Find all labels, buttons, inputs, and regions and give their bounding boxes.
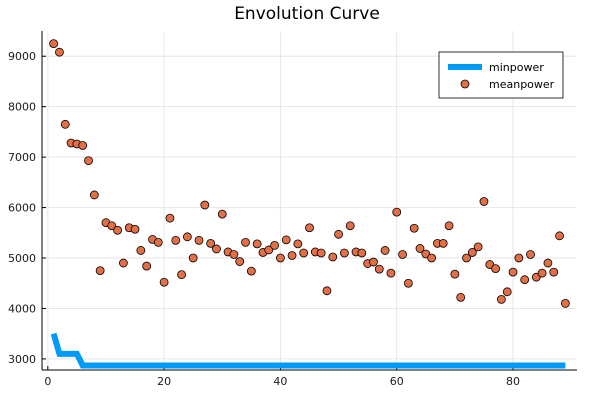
point-meanpower [252,239,262,249]
point-meanpower [78,141,88,150]
legend-label-meanpower: meanpower [489,78,555,91]
point-meanpower [130,224,140,234]
point-meanpower [491,264,500,274]
point-meanpower [270,240,280,250]
point-meanpower [49,39,59,49]
point-meanpower [276,253,285,263]
point-meanpower [153,237,163,247]
point-meanpower [415,244,425,253]
point-meanpower [188,253,198,263]
point-meanpower [119,258,128,268]
point-meanpower [316,248,326,258]
point-meanpower [142,261,152,271]
point-meanpower [450,269,460,279]
point-meanpower [136,246,146,255]
point-meanpower [374,264,384,274]
point-meanpower [281,235,291,245]
point-meanpower [200,200,210,210]
y-tick-label: 8000 [8,101,36,114]
point-meanpower [206,238,216,248]
x-tick-label: 60 [390,375,404,388]
point-meanpower [526,250,535,259]
point-meanpower [502,287,512,297]
point-meanpower [334,229,343,239]
point-meanpower [560,299,570,308]
point-meanpower [182,232,192,242]
y-tick-label: 5000 [8,252,36,265]
point-meanpower [549,267,559,277]
point-meanpower [107,221,117,231]
point-meanpower [84,156,93,166]
point-meanpower [398,250,407,259]
point-meanpower [427,253,437,263]
point-meanpower [171,235,181,245]
point-meanpower [514,253,524,263]
y-tick-label: 7000 [8,151,36,164]
point-meanpower [322,286,332,296]
point-meanpower [287,251,297,260]
point-meanpower [60,119,70,129]
series-line-minpower [50,332,566,369]
point-meanpower [392,207,402,217]
grid [42,31,577,370]
x-tick-label: 40 [273,375,287,388]
point-meanpower [543,258,553,268]
point-meanpower [345,221,355,231]
point-meanpower [235,257,245,266]
point-meanpower [555,231,564,241]
point-meanpower [229,250,239,259]
point-meanpower [479,197,489,206]
point-meanpower [444,221,454,231]
y-tick-label: 4000 [8,302,36,315]
point-meanpower [177,270,186,280]
y-tick-label: 3000 [8,353,36,366]
point-meanpower [305,223,314,233]
point-meanpower [212,244,221,254]
y-tick-label: 9000 [8,50,36,63]
chart-title: Envolution Curve [234,4,380,24]
legend-box [438,51,564,99]
point-meanpower [246,266,256,276]
point-meanpower [241,237,250,247]
point-meanpower [462,253,471,263]
point-meanpower [194,235,204,245]
point-meanpower [159,277,169,287]
point-meanpower [456,292,466,302]
point-meanpower [438,238,448,248]
point-meanpower [89,190,99,200]
plot-series [49,39,570,369]
legend: minpower meanpower [438,51,564,99]
point-meanpower [369,257,378,267]
point-meanpower [113,225,122,235]
point-meanpower [55,47,64,57]
y-tick-label: 6000 [8,202,36,215]
point-meanpower [165,213,175,223]
point-meanpower [520,275,530,285]
x-tick-label: 20 [157,375,171,388]
axes: 0 20 40 60 80 3000 4000 5000 6000 7000 8000 9000 [8,31,577,388]
point-meanpower [537,268,547,278]
x-tick-label: 80 [506,375,520,388]
x-tick-label: 0 [44,375,51,388]
point-meanpower [380,246,390,255]
point-meanpower [339,248,349,258]
point-meanpower [293,239,303,249]
point-meanpower [299,248,309,258]
point-meanpower [508,267,518,277]
point-meanpower [328,252,338,262]
point-meanpower [386,268,396,278]
point-meanpower [357,248,367,258]
legend-label-minpower: minpower [489,61,544,74]
point-meanpower [403,278,413,288]
point-meanpower [497,294,506,304]
point-meanpower [467,248,477,257]
point-meanpower [95,266,105,276]
legend-swatch-meanpower [460,79,470,89]
point-meanpower [264,245,274,255]
point-meanpower [217,209,227,219]
point-meanpower [409,223,419,233]
point-meanpower [473,242,483,252]
